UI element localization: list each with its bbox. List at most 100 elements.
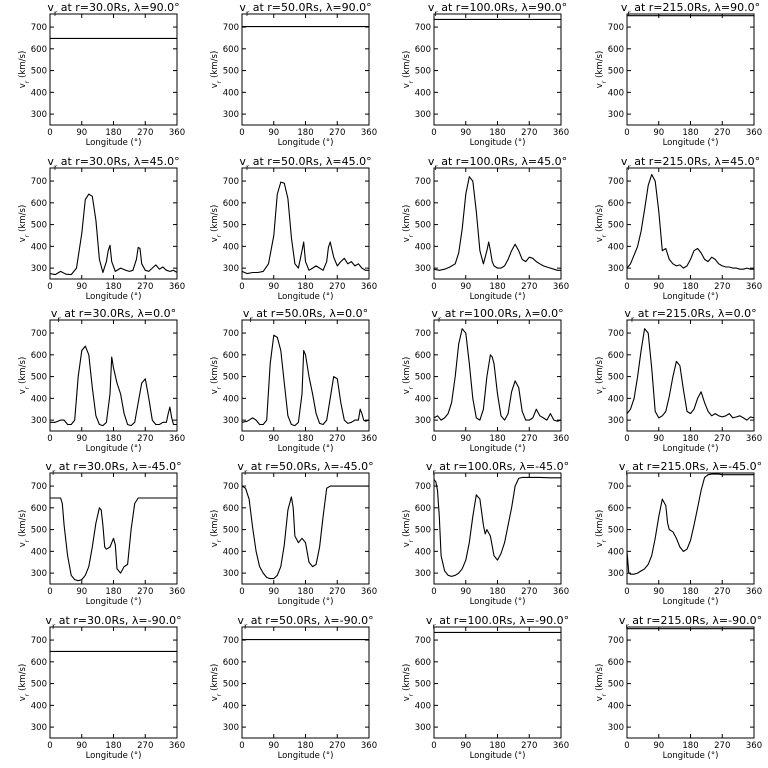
x-tick-label: 270 — [329, 282, 345, 292]
y-tick-label: 600 — [415, 45, 431, 55]
y-tick-label: 300 — [223, 569, 239, 579]
chart-panel: vr at r=30.0Rs, λ=-90.0° 0 90 180 270 360 300 4… — [18, 614, 185, 761]
x-tick-label: 360 — [169, 434, 185, 444]
plot-frame — [433, 167, 562, 280]
chart-panel: vr at r=215.0Rs, λ=-90.0° 0 90 180 270 360 300… — [595, 614, 762, 761]
x-axis-label: Longitude (°) — [278, 138, 334, 148]
panel-title: vr at r=50.0Rs, λ=45.0° — [239, 155, 371, 172]
y-tick-label: 600 — [223, 45, 239, 55]
x-tick-label: 0 — [239, 128, 244, 138]
y-axis-label: vr (km/s) — [595, 205, 608, 243]
chart-panel: vr at r=50.0Rs, λ=0.0° 0 90 180 270 360 300 400… — [210, 307, 377, 454]
x-tick-label: 270 — [521, 741, 537, 751]
x-tick-label: 90 — [268, 741, 279, 751]
x-tick-label: 360 — [746, 741, 762, 751]
plot-frame — [49, 167, 178, 280]
x-axis-label: Longitude (°) — [663, 444, 719, 454]
y-axis-label: vr (km/s) — [210, 664, 223, 702]
chart-panel: vr at r=30.0Rs, λ=90.0° 0 90 180 270 360 300 40… — [18, 1, 185, 148]
chart-panel: vr at r=30.0Rs, λ=45.0° 0 90 180 270 360 300 40… — [18, 155, 185, 302]
x-tick-label: 0 — [431, 128, 436, 138]
x-tick-label: 90 — [76, 128, 87, 138]
x-tick-label: 180 — [105, 128, 121, 138]
x-tick-label: 180 — [682, 741, 698, 751]
y-tick-label: 300 — [415, 264, 431, 274]
y-tick-label: 700 — [223, 177, 239, 187]
y-tick-label: 700 — [223, 636, 239, 646]
chart-panel: vr at r=100.0Rs, λ=90.0° 0 90 180 270 360 300 4… — [402, 1, 569, 148]
plot-frame — [626, 626, 755, 739]
series-line — [626, 173, 754, 270]
panel-title: vr at r=30.0Rs, λ=90.0° — [47, 1, 179, 18]
x-axis-label: Longitude (°) — [663, 751, 719, 761]
x-tick-label: 360 — [746, 128, 762, 138]
chart-panel: vr at r=30.0Rs, λ=-45.0° 0 90 180 270 360 300 4… — [18, 460, 185, 607]
x-tick-label: 90 — [653, 128, 664, 138]
y-axis-label: vr (km/s) — [402, 357, 415, 395]
y-tick-label: 500 — [608, 373, 624, 383]
x-axis-label: Longitude (°) — [278, 444, 334, 454]
chart-panel: vr at r=100.0Rs, λ=0.0° 0 90 180 270 360 300 40… — [402, 307, 569, 454]
y-tick-label: 700 — [415, 482, 431, 492]
x-tick-label: 360 — [169, 282, 185, 292]
y-tick-label: 600 — [223, 351, 239, 361]
y-tick-label: 400 — [415, 88, 431, 98]
y-tick-label: 600 — [31, 658, 47, 668]
y-tick-label: 500 — [31, 67, 47, 77]
x-tick-label: 360 — [553, 434, 569, 444]
y-tick-label: 300 — [223, 110, 239, 120]
y-tick-label: 600 — [608, 199, 624, 209]
x-tick-label: 90 — [460, 282, 471, 292]
y-tick-label: 700 — [608, 636, 624, 646]
x-axis-label: Longitude (°) — [86, 292, 142, 302]
x-tick-label: 0 — [624, 587, 629, 597]
y-tick-label: 600 — [31, 45, 47, 55]
plot-frame — [49, 472, 178, 585]
chart-panel: vr at r=50.0Rs, λ=-90.0° 0 90 180 270 360 300 4… — [210, 614, 377, 761]
x-tick-label: 0 — [239, 587, 244, 597]
x-tick-label: 90 — [460, 741, 471, 751]
y-tick-label: 500 — [31, 680, 47, 690]
x-tick-label: 180 — [489, 434, 505, 444]
chart-panel: vr at r=100.0Rs, λ=-45.0° 0 90 180 270 360 300… — [402, 460, 569, 607]
series-line — [50, 345, 177, 427]
y-tick-label: 700 — [608, 23, 624, 33]
y-tick-label: 600 — [31, 504, 47, 514]
y-axis-label: vr (km/s) — [595, 51, 608, 89]
x-tick-label: 270 — [714, 282, 730, 292]
y-tick-label: 700 — [415, 177, 431, 187]
x-tick-label: 270 — [714, 587, 730, 597]
panel-title: vr at r=50.0Rs, λ=-90.0° — [237, 614, 373, 631]
y-tick-label: 400 — [31, 701, 47, 711]
y-tick-label: 600 — [608, 351, 624, 361]
chart-panel: vr at r=215.0Rs, λ=-45.0° 0 90 180 270 360 300… — [595, 460, 762, 607]
x-tick-label: 0 — [47, 434, 52, 444]
y-tick-label: 400 — [223, 242, 239, 252]
series-line — [433, 176, 561, 271]
x-tick-label: 360 — [361, 587, 377, 597]
x-tick-label: 270 — [329, 587, 345, 597]
y-tick-label: 600 — [415, 504, 431, 514]
x-axis-label: Longitude (°) — [86, 444, 142, 454]
x-tick-label: 0 — [431, 741, 436, 751]
y-tick-label: 400 — [608, 547, 624, 557]
y-tick-label: 300 — [31, 110, 47, 120]
y-tick-label: 500 — [415, 67, 431, 77]
x-tick-label: 360 — [746, 587, 762, 597]
x-tick-label: 180 — [297, 741, 313, 751]
panel-title: vr at r=215.0Rs, λ=90.0° — [621, 1, 760, 18]
y-axis-label: vr (km/s) — [595, 357, 608, 395]
chart-panel: vr at r=50.0Rs, λ=45.0° 0 90 180 270 360 300 40… — [210, 155, 377, 302]
y-tick-label: 700 — [223, 482, 239, 492]
series-line — [50, 497, 177, 582]
x-axis-label: Longitude (°) — [663, 292, 719, 302]
series-line — [241, 485, 369, 580]
x-tick-label: 0 — [239, 434, 244, 444]
y-axis-label: vr (km/s) — [18, 51, 31, 89]
panel-title: vr at r=100.0Rs, λ=45.0° — [428, 155, 567, 172]
y-axis-label: vr (km/s) — [210, 357, 223, 395]
x-tick-label: 90 — [268, 587, 279, 597]
y-tick-label: 600 — [608, 504, 624, 514]
x-tick-label: 360 — [553, 282, 569, 292]
y-tick-label: 300 — [608, 110, 624, 120]
